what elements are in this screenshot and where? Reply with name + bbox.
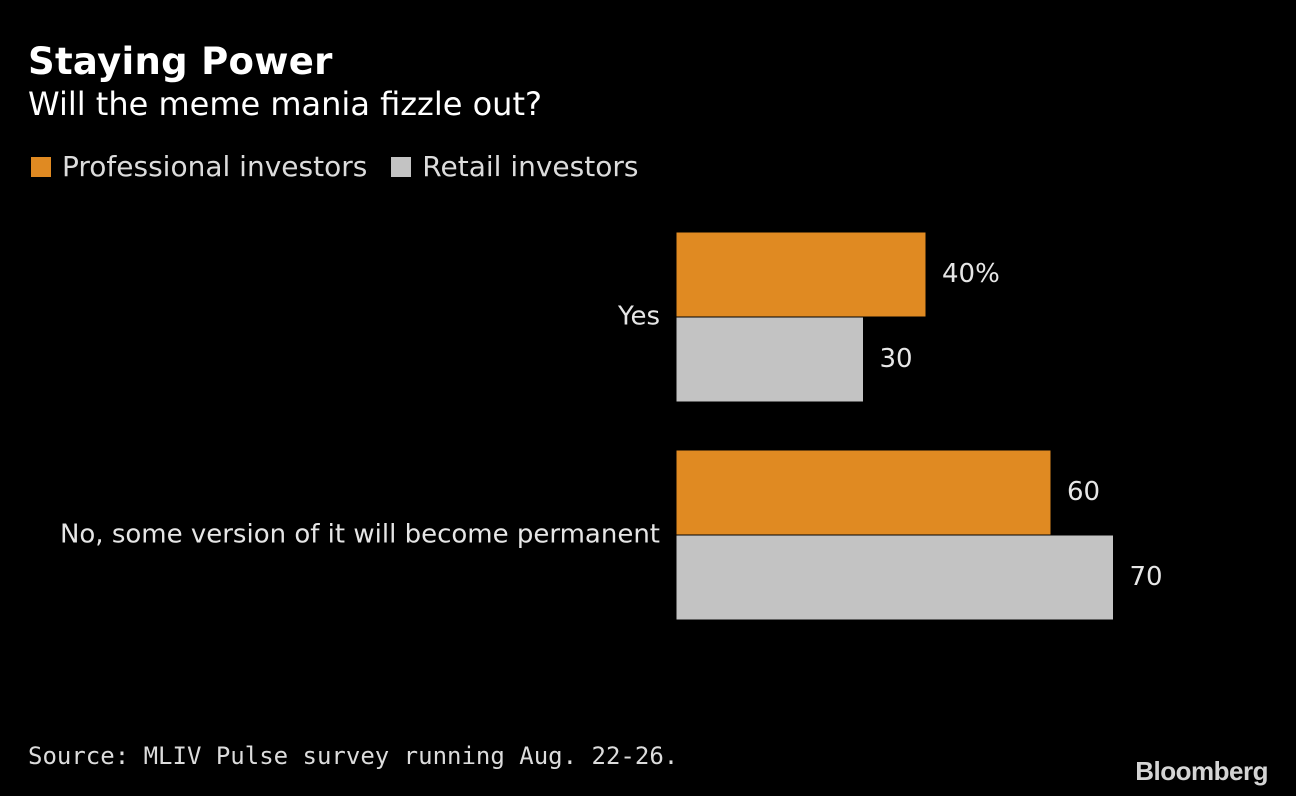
value-label-retail-1: 70 (1130, 562, 1163, 592)
chart-subtitle: Will the meme mania fizzle out? (28, 85, 542, 123)
value-label-professional-1: 60 (1067, 477, 1100, 507)
chart-title: Staying Power (28, 40, 333, 83)
bar-professional-0 (675, 231, 927, 318)
legend-swatch-retail (391, 156, 412, 177)
bar-retail-1 (675, 534, 1114, 621)
value-label-retail-0: 30 (880, 344, 913, 374)
bloomberg-logo: Bloomberg (1135, 756, 1268, 786)
legend: Professional investors Retail investors (31, 150, 662, 183)
category-label-1: No, some version of it will become perma… (60, 520, 660, 550)
legend-label-professional: Professional investors (62, 150, 368, 183)
bar-professional-1 (675, 449, 1052, 536)
source-note: Source: MLIV Pulse survey running Aug. 2… (28, 742, 679, 770)
legend-label-retail: Retail investors (422, 150, 639, 183)
legend-item-professional: Professional investors (31, 150, 367, 183)
category-label-0: Yes (617, 302, 660, 332)
legend-item-retail: Retail investors (391, 150, 638, 183)
value-label-professional-0: 40% (942, 259, 1000, 289)
bar-retail-0 (675, 316, 864, 403)
legend-swatch-professional (31, 156, 51, 177)
